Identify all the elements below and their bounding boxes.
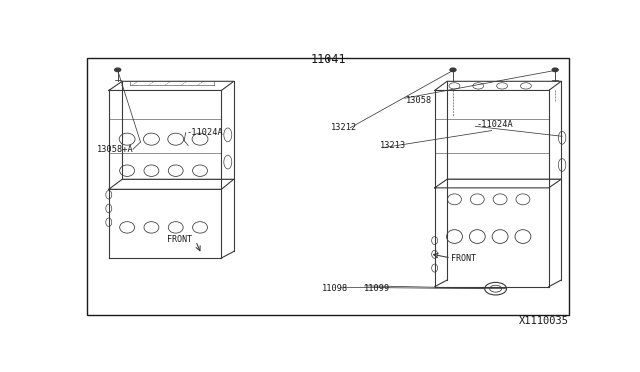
Text: 13213: 13213 — [380, 141, 406, 150]
Circle shape — [450, 68, 456, 71]
Circle shape — [552, 68, 558, 71]
Text: FRONT: FRONT — [167, 235, 192, 244]
Text: 11041: 11041 — [310, 53, 346, 66]
Circle shape — [115, 68, 121, 71]
Text: 13212: 13212 — [330, 123, 356, 132]
Text: -11024A: -11024A — [477, 121, 513, 129]
Text: 13058+A: 13058+A — [97, 145, 134, 154]
Text: 13058: 13058 — [406, 96, 433, 105]
Text: FRONT: FRONT — [451, 254, 476, 263]
Text: X1110035: X1110035 — [518, 316, 568, 326]
Text: 11099: 11099 — [364, 284, 390, 293]
Text: 11098: 11098 — [322, 284, 348, 293]
Text: -11024A: -11024A — [187, 128, 223, 137]
